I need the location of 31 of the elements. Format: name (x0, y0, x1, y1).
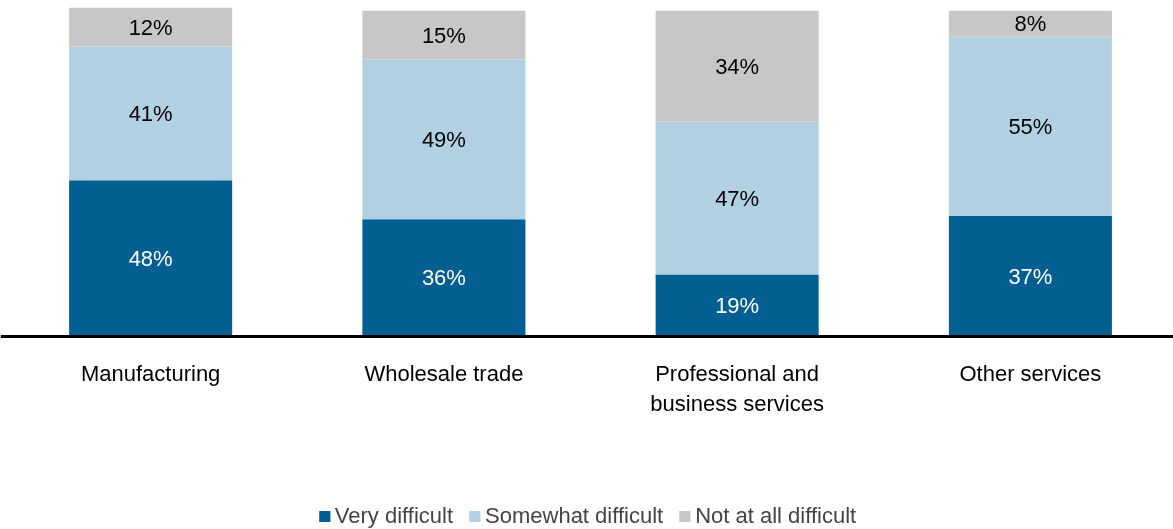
data-label: 41% (128, 100, 173, 126)
bar (655, 274, 819, 337)
x-tick-label: Professional and business services (650, 360, 824, 416)
data-label: 48% (128, 245, 173, 271)
data-label: 47% (715, 185, 760, 211)
bar (69, 180, 233, 337)
legend-label: Not at all difficult (695, 503, 857, 529)
x-tick-label: Other services (959, 360, 1102, 386)
bar (948, 215, 1112, 337)
bar (69, 46, 233, 181)
data-label: 34% (715, 53, 760, 79)
data-label: 49% (421, 126, 466, 152)
data-label: 37% (1008, 263, 1053, 289)
data-label: 8% (1014, 11, 1047, 37)
x-tick-label: Wholesale trade (364, 360, 524, 386)
data-label: 15% (421, 22, 466, 48)
legend-label: Somewhat difficult (485, 503, 664, 529)
bar (69, 7, 233, 47)
data-label: 12% (128, 14, 173, 40)
bar (362, 10, 526, 60)
data-label: 19% (715, 293, 760, 319)
legend-label: Very difficult (334, 503, 454, 529)
bar (948, 10, 1112, 37)
bar (655, 121, 819, 275)
bar (655, 10, 819, 122)
data-label: 55% (1008, 113, 1053, 139)
bar (362, 59, 526, 220)
bar (362, 219, 526, 337)
bar (948, 36, 1112, 216)
x-tick-label: Manufacturing (80, 360, 221, 386)
data-label: 36% (421, 265, 466, 291)
